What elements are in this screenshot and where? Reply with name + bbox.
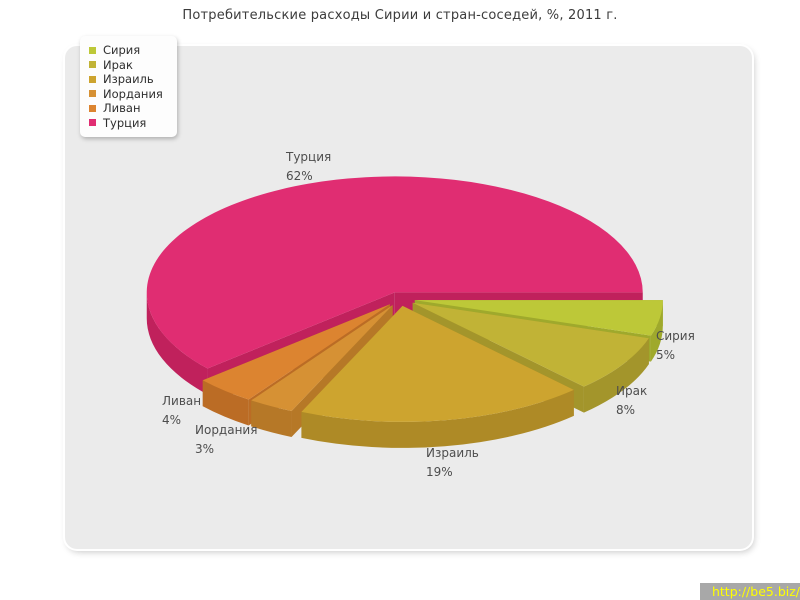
pie-slice-5-top: [146, 176, 643, 369]
chart-title: Потребительские расходы Сирии и стран-со…: [182, 8, 618, 23]
legend-label: Израиль: [103, 72, 154, 87]
legend-item-5: Турция: [89, 116, 163, 131]
slice-callout-name: Израиль: [426, 446, 479, 460]
slice-callout-percent: 62%: [286, 169, 313, 183]
legend-item-2: Израиль: [89, 72, 163, 87]
pie-slice-1-rim-wall: [583, 338, 649, 413]
slice-callout-name: Сирия: [656, 329, 695, 343]
legend: Сирия Ирак Израиль Иордания Ливан Турция: [80, 36, 177, 137]
legend-label: Иордания: [103, 86, 163, 101]
slice-callout-name: Иордания: [195, 423, 258, 437]
slice-callout-name: Турция: [286, 150, 332, 164]
pie-slice-0-top: [414, 300, 663, 336]
slice-callout-name: Ирак: [616, 384, 648, 398]
pie-slice-3-top: [251, 305, 393, 412]
pie-slice-4-top: [202, 304, 390, 400]
legend-label: Ирак: [103, 57, 133, 72]
legend-item-3: Иордания: [89, 87, 163, 102]
slice-callout-0: Сирия 5%: [656, 327, 695, 365]
legend-swatch-icon: [89, 75, 96, 83]
pie-slice-0-rim-wall: [650, 300, 663, 362]
legend-swatch-icon: [89, 46, 96, 54]
slice-callout-percent: 4%: [162, 413, 182, 427]
pie-slice-5-rim-wall: [146, 292, 208, 395]
source-link[interactable]: http://be5.biz/: [711, 584, 800, 599]
slice-callout-4: Ливан 4%: [162, 392, 201, 430]
legend-swatch-icon: [89, 61, 96, 69]
slice-callout-2: Израиль 19%: [426, 444, 479, 482]
legend-item-0: Сирия: [89, 43, 163, 58]
slice-callout-name: Ливан: [162, 394, 202, 408]
slice-callout-percent: 19%: [426, 465, 453, 479]
watermark-box: http://be5.biz/: [700, 583, 800, 600]
legend-label: Турция: [103, 115, 147, 130]
slice-callout-percent: 8%: [616, 403, 636, 417]
legend-label: Сирия: [103, 43, 141, 58]
pie-slice-2-rim-wall: [301, 389, 574, 448]
legend-swatch-icon: [89, 90, 96, 98]
slice-callout-3: Иордания 3%: [195, 421, 257, 459]
slice-callout-percent: 5%: [656, 348, 676, 362]
legend-swatch-icon: [89, 104, 96, 112]
legend-item-4: Ливан: [89, 101, 163, 116]
slice-callout-1: Ирак 8%: [616, 382, 647, 420]
pie-slice-3-rim-wall: [251, 400, 292, 438]
legend-label: Ливан: [103, 101, 141, 116]
pie-slice-1-top: [412, 302, 649, 387]
slice-callout-percent: 3%: [195, 442, 215, 456]
legend-item-1: Ирак: [89, 58, 163, 73]
slice-callout-5: Турция 62%: [286, 148, 331, 186]
legend-swatch-icon: [89, 119, 96, 127]
pie-slice-4-rim-wall: [202, 380, 249, 426]
pie-slice-2-top: [301, 305, 574, 422]
